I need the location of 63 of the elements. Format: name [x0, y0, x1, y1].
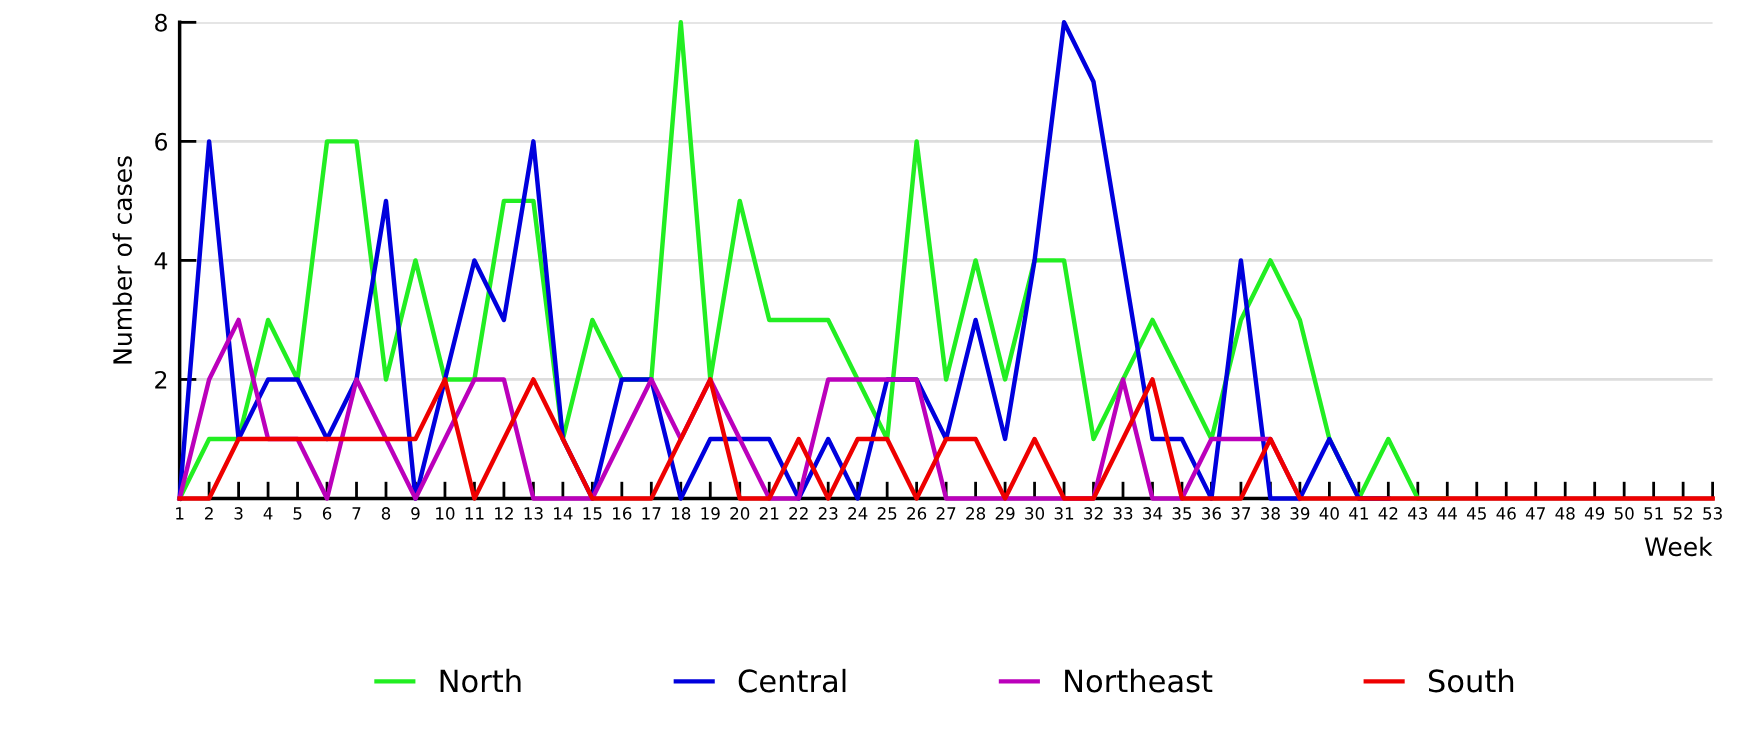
x-tick-label: 24 [848, 507, 868, 520]
y-tick-label: 4 [154, 252, 168, 270]
x-tick-label: 51 [1644, 507, 1663, 520]
x-tick-label: 34 [1143, 507, 1163, 520]
x-tick-label: 10 [436, 507, 455, 520]
x-tick-label: 17 [642, 507, 661, 520]
legend-label: Central [738, 668, 846, 693]
x-tick-label: 50 [1614, 507, 1634, 520]
x-tick-label: 11 [465, 507, 484, 520]
x-tick-label: 1 [176, 507, 184, 520]
x-tick-label: 53 [1703, 507, 1722, 520]
x-tick-label: 36 [1202, 507, 1221, 520]
x-tick-label: 37 [1231, 507, 1251, 520]
x-tick-label: 13 [524, 507, 543, 520]
legend-label: Northeast [1065, 668, 1213, 693]
x-tick-label: 2 [205, 507, 213, 520]
x-tick-label: 44 [1437, 507, 1457, 520]
x-tick-label: 52 [1673, 507, 1693, 520]
x-tick-label: 4 [263, 507, 273, 520]
x-tick-label: 49 [1584, 507, 1605, 520]
x-tick-label: 38 [1261, 507, 1280, 520]
x-tick-label: 39 [1290, 507, 1310, 520]
x-tick-label: 35 [1172, 507, 1192, 520]
x-tick-label: 15 [583, 507, 602, 520]
x-tick-label: 16 [613, 507, 632, 520]
x-tick-label: 29 [995, 507, 1015, 520]
x-tick-label: 30 [1025, 507, 1045, 520]
y-tick-label: 2 [155, 370, 167, 389]
x-tick-label: 47 [1525, 507, 1545, 520]
x-tick-label: 45 [1466, 507, 1486, 520]
x-tick-label: 42 [1378, 507, 1398, 520]
x-tick-label: 21 [759, 507, 779, 520]
x-tick-label: 41 [1349, 507, 1368, 520]
y-tick-label: 8 [155, 13, 167, 32]
x-tick-label: 28 [966, 507, 986, 520]
x-tick-label: 22 [789, 507, 808, 520]
x-tick-label: 7 [352, 507, 361, 520]
x-tick-label: 25 [877, 507, 897, 520]
x-tick-label: 8 [381, 507, 391, 520]
x-tick-label: 14 [554, 507, 573, 520]
x-tick-label: 19 [701, 507, 720, 520]
x-tick-label: 9 [411, 507, 420, 520]
x-tick-label: 20 [730, 507, 750, 520]
x-tick-label: 40 [1319, 507, 1339, 520]
x-tick-label: 3 [234, 507, 243, 520]
y-tick-label: 6 [155, 132, 168, 151]
x-tick-label: 46 [1496, 507, 1516, 520]
x-tick-label: 33 [1113, 507, 1133, 520]
x-tick-label: 12 [495, 507, 513, 520]
x-tick-label: 31 [1054, 507, 1074, 520]
y-axis-title: Number of cases [112, 156, 132, 364]
legend-label: North [440, 668, 521, 693]
x-tick-label: 43 [1408, 507, 1428, 520]
x-tick-label: 5 [293, 507, 302, 520]
x-tick-label: 32 [1084, 507, 1103, 520]
legend-label: South [1428, 668, 1514, 693]
x-tick-label: 6 [322, 507, 332, 520]
x-tick-label: 48 [1555, 507, 1575, 520]
x-axis-title: Week [1644, 536, 1713, 557]
x-tick-label: 23 [818, 507, 838, 520]
x-tick-label: 26 [907, 507, 927, 520]
x-tick-label: 27 [936, 507, 956, 520]
x-tick-label: 18 [672, 507, 691, 520]
